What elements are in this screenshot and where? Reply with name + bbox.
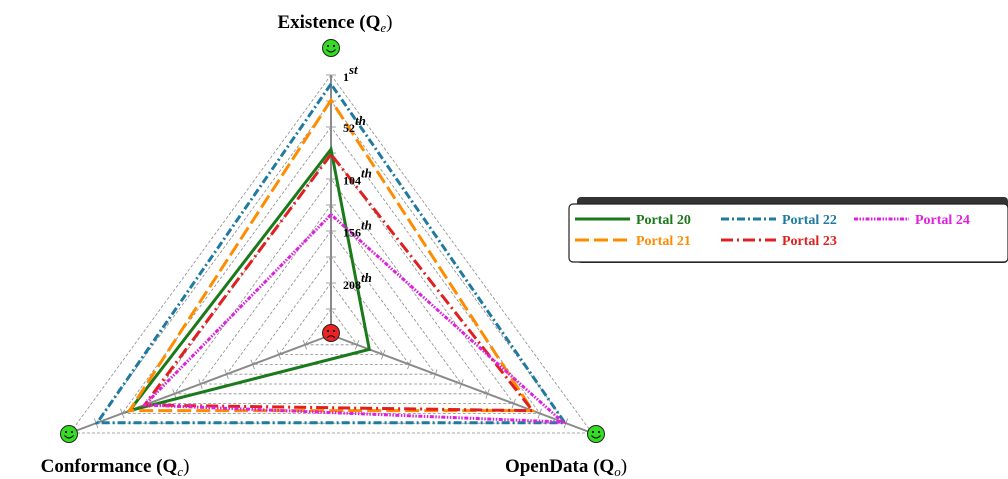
axis-tick (250, 359, 255, 370)
eye (326, 329, 330, 333)
axis-tick (224, 369, 229, 380)
axis-tick (459, 379, 464, 389)
axis-tick (120, 408, 125, 419)
axis-tick (407, 359, 412, 370)
mouth (326, 335, 336, 339)
series-portal-24 (141, 212, 567, 424)
tick-label: 156th (343, 218, 372, 240)
smiley-best-existence-icon (322, 39, 340, 57)
grid-ring (95, 100, 567, 424)
eye (591, 430, 595, 434)
grid-ring (173, 178, 489, 395)
grid-ring (121, 126, 541, 414)
grid-ring (199, 204, 463, 385)
face (60, 425, 78, 443)
axis-title-existence: Existence (Qe) (277, 12, 392, 35)
mouth (326, 49, 336, 53)
legend-label: Portal 24 (915, 213, 970, 228)
series-lines (94, 81, 568, 425)
eye (326, 44, 330, 48)
smiley-best-conformance-icon (60, 425, 78, 443)
face (322, 39, 340, 57)
rank-icons (60, 39, 605, 443)
smiley-best-opendata-icon (587, 425, 605, 443)
axis-title-opendata: OpenData (Qo) (505, 456, 627, 479)
legend-label: Portal 22 (782, 213, 837, 228)
grid-ring (225, 230, 437, 375)
grid-ring (251, 256, 411, 365)
series-portal-23 (141, 151, 536, 413)
eye (332, 329, 336, 333)
eye (70, 430, 74, 434)
legend-label: Portal 21 (636, 234, 691, 249)
series-portal-22 (94, 81, 568, 425)
axis-titles: Existence (Qe) Conformance (Qc) OpenData (… (41, 12, 627, 479)
axis-tick (354, 339, 360, 350)
axis-title-conformance: Conformance (Qc) (41, 456, 190, 479)
legend-label: Portal 20 (636, 213, 691, 228)
tick-label: 104th (343, 165, 372, 187)
axis-tick (198, 379, 203, 389)
legend-label: Portal 23 (782, 234, 837, 249)
axis-tick (276, 349, 281, 360)
grid-ring (304, 308, 358, 346)
axis-tick (172, 388, 177, 399)
frowny-worst-center-icon (322, 324, 340, 342)
grid-ring (69, 74, 593, 434)
legend: Portal 20 Portal 21 Portal 22 Portal 23 Port… (568, 197, 1008, 263)
grid-ring (278, 282, 384, 356)
axis-tick (511, 398, 516, 409)
eye (597, 430, 601, 434)
mouth (64, 435, 74, 439)
axis-tick (381, 349, 386, 360)
face (587, 425, 605, 443)
eye (332, 44, 336, 48)
axis-tick (485, 388, 490, 399)
series-portal-21 (126, 97, 536, 413)
tick-label: 208th (343, 270, 372, 292)
eye (64, 430, 68, 434)
axis-tick (302, 339, 308, 350)
series-portal-20 (125, 145, 372, 414)
face (322, 324, 340, 342)
tick-label: 1st (343, 62, 358, 84)
axis-tick (433, 369, 438, 380)
mouth (591, 435, 601, 439)
axis-tick (537, 408, 542, 419)
